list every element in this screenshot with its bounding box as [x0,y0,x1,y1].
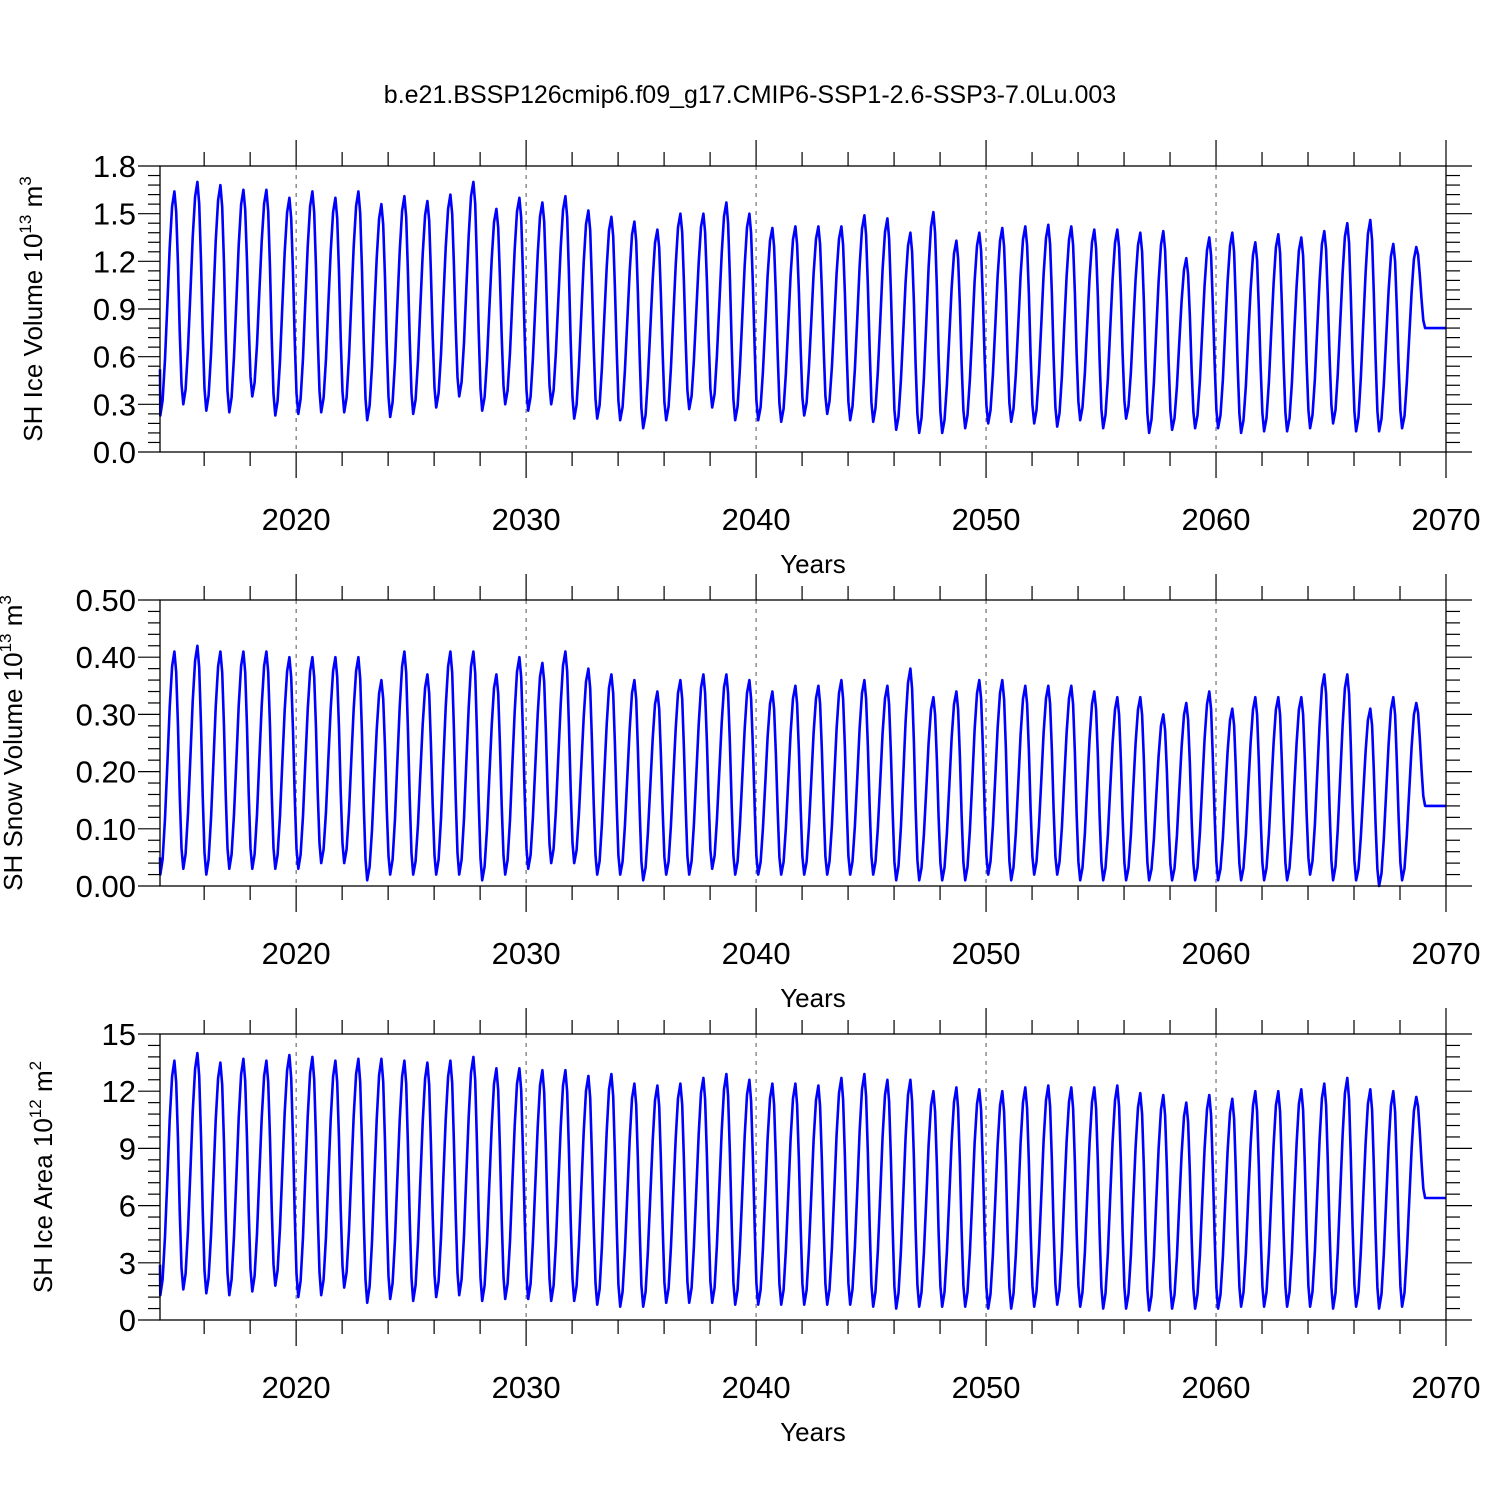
y-tick-label: 0.20 [76,755,136,790]
y-axis-label: SH Ice Area 1012 m2 [26,1061,58,1293]
x-axis-label: Years [780,1417,846,1447]
y-axis-label: SH Ice Volume 1013 m3 [16,176,48,441]
x-tick-label: 2060 [1182,1370,1251,1405]
y-label-main: SH Ice Volume 10 [18,234,48,442]
x-tick-label: 2040 [722,1370,791,1405]
y-tick-label: 9 [119,1131,136,1166]
x-tick-label: 2030 [492,936,561,971]
x-tick-label: 2050 [952,1370,1021,1405]
x-tick-label: 2060 [1182,502,1251,537]
y-tick-label: 1.8 [93,149,136,184]
y-label-exponent: 12 [26,1099,45,1118]
y-tick-label: 12 [102,1074,136,1109]
ice-volume-panel: 0.0 0.3 0.6 0.9 1.2 1.5 1.8 2020 2030 2040 2050 206… [16,140,1480,579]
y-tick-label: 0.0 [93,435,136,470]
y-label-unit-exponent: 3 [16,176,35,185]
x-tick-label: 2060 [1182,936,1251,971]
plot-frame [159,1033,1447,1321]
y-label-unit-exponent: 3 [0,595,15,604]
y-tick-label: 6 [119,1189,136,1224]
y-tick-label: 0.50 [76,583,136,618]
plot-frame [159,599,1447,887]
x-tick-label: 2040 [722,936,791,971]
y-label-unit: m [28,1070,58,1099]
x-tick-label: 2050 [952,502,1021,537]
y-label-main: SH Ice Area 10 [28,1118,58,1293]
y-tick-label: 1.5 [93,197,136,232]
x-tick-label: 2050 [952,936,1021,971]
x-tick-label: 2070 [1412,1370,1481,1405]
y-tick-label: 0 [119,1303,136,1338]
y-label-unit-exponent: 2 [26,1061,45,1070]
y-tick-label: 3 [119,1246,136,1281]
x-tick-label: 2030 [492,1370,561,1405]
y-tick-label: 15 [102,1017,136,1052]
y-tick-label: 0.40 [76,640,136,675]
x-tick-label: 2070 [1412,936,1481,971]
x-axis-label: Years [780,549,846,579]
series-line-sh-ice-volume [158,180,1446,435]
y-axis-label: SH Snow Volume 1013 m3 [0,595,28,891]
y-tick-label: 1.2 [93,244,136,279]
x-tick-label: 2030 [492,502,561,537]
series-line-sh-ice-area [158,1051,1446,1312]
y-tick-label: 0.00 [76,869,136,904]
x-tick-label: 2020 [262,1370,331,1405]
x-tick-label: 2020 [262,936,331,971]
ice-area-panel: 0 3 6 9 12 15 2020 2030 2040 2050 2060 2070 Years SH … [26,1008,1480,1447]
x-tick-label: 2020 [262,502,331,537]
y-label-main: SH Snow Volume 10 [0,652,28,890]
series-line-sh-snow-volume [158,644,1446,888]
x-axis-label: Years [780,983,846,1013]
y-label-exponent: 13 [0,633,15,652]
y-tick-label: 0.6 [93,340,136,375]
y-label-unit: m [18,186,48,215]
x-tick-label: 2070 [1412,502,1481,537]
y-tick-label: 0.9 [93,292,136,327]
y-tick-label: 0.30 [76,697,136,732]
y-label-exponent: 13 [16,215,35,234]
y-tick-label: 0.10 [76,812,136,847]
x-tick-label: 2040 [722,502,791,537]
y-label-unit: m [0,605,28,634]
y-tick-label: 0.3 [93,387,136,422]
snow-volume-panel: 0.00 0.10 0.20 0.30 0.40 0.50 2020 2030 2040 2050… [0,574,1480,1013]
chart-title: b.e21.BSSP126cmip6.f09_g17.CMIP6-SSP1-2.… [384,81,1116,109]
